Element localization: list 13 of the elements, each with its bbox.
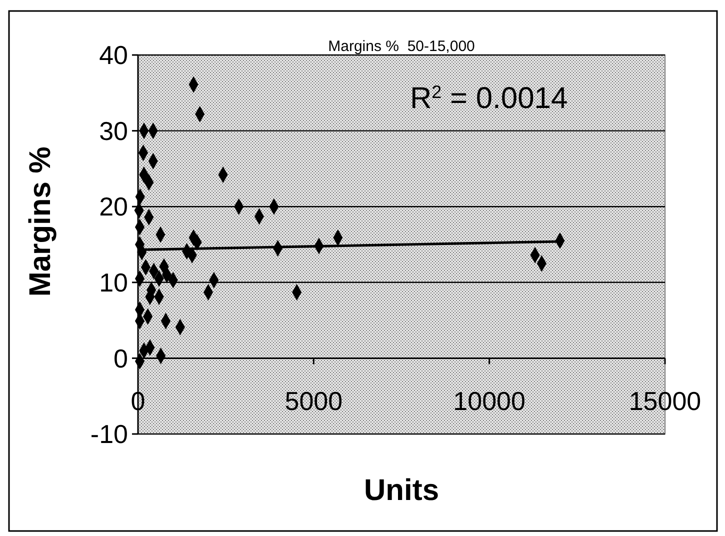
y-tick-label: 30 — [99, 116, 128, 146]
x-tick-label: 10000 — [453, 386, 526, 416]
x-axis-title: Units — [364, 474, 439, 507]
annotation: R$^{2}$ = 0.0014 — [410, 82, 568, 115]
x-tick-label: 15000 — [628, 386, 702, 416]
y-tick-label: 10 — [99, 268, 128, 298]
y-tick-label: -10 — [90, 419, 128, 450]
y-tick-label: 20 — [99, 192, 128, 222]
x-tick-label: 5000 — [284, 386, 343, 416]
chart-title: Margins % 50-15,000 — [328, 38, 475, 55]
y-tick-label: 0 — [114, 343, 128, 374]
y-tick-label: 40 — [99, 40, 128, 70]
y-axis-title: Margins % — [24, 146, 57, 297]
